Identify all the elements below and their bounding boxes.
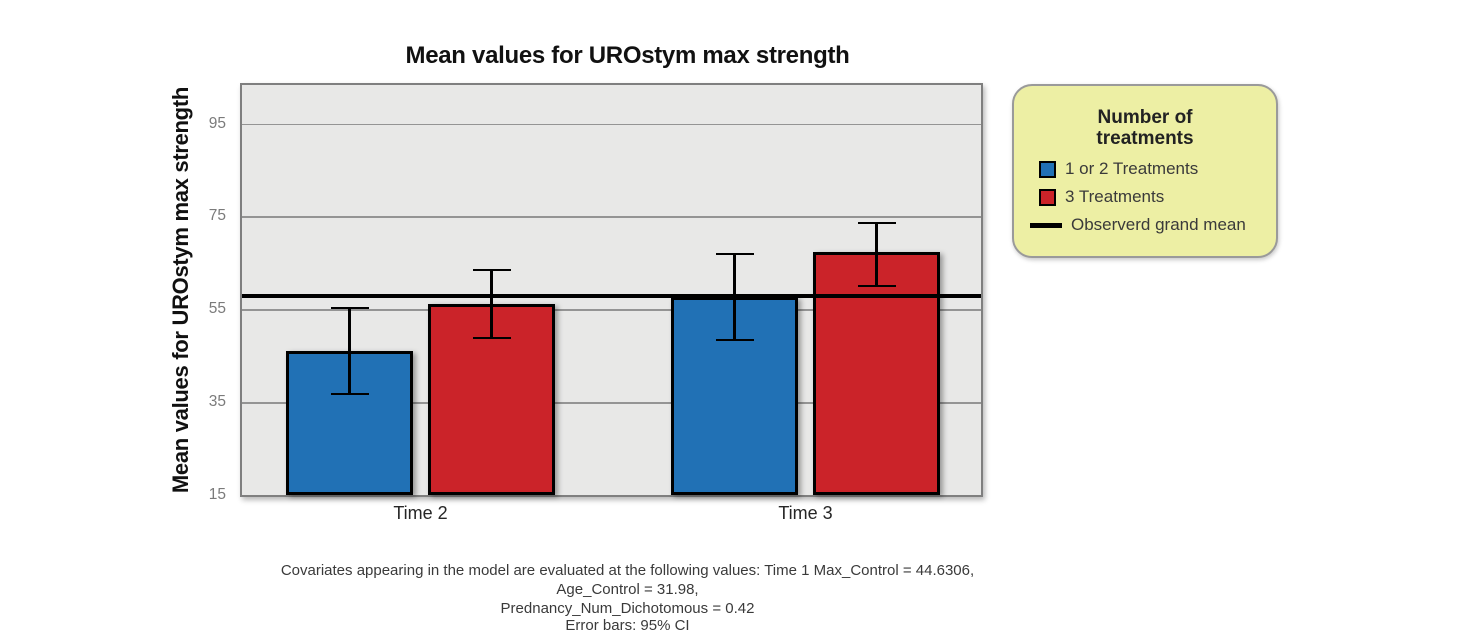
chart-title: Mean values for UROstym max strength xyxy=(405,42,850,69)
legend-items: 1 or 2 Treatments 3 Treatments Observerd g… xyxy=(1014,156,1276,238)
x-tick-label-time-3: Time 3 xyxy=(778,503,833,523)
grand-mean-line xyxy=(242,294,981,299)
gridline-75 xyxy=(242,216,981,218)
series-swatch xyxy=(1039,188,1056,206)
covariates-footnote: Covariates appearing in the model are ev… xyxy=(240,561,1015,618)
legend-item-3: Observerd grand mean xyxy=(1030,212,1276,238)
y-axis-tick-labels: 15 35 55 75 95 xyxy=(183,85,233,503)
bar-time-3-series-2 xyxy=(813,252,940,495)
y-tick-label-55: 55 xyxy=(208,300,226,318)
y-tick-label-35: 35 xyxy=(208,393,226,411)
y-tick-label-75: 75 xyxy=(208,207,226,225)
grand-mean-line-swatch xyxy=(1030,222,1062,228)
legend-item-1: 1 or 2 Treatments xyxy=(1039,156,1276,182)
legend-title-line1: Number of xyxy=(1097,107,1193,128)
error-bars-note: Error bars: 95% CI xyxy=(565,617,690,634)
legend-title: Number of treatments xyxy=(1014,107,1276,149)
error-bar-time-2-series-1 xyxy=(330,306,369,396)
plot-area xyxy=(240,83,983,497)
error-bar-time-2-series-2 xyxy=(472,268,511,340)
covariates-footnote-line1: Covariates appearing in the model are ev… xyxy=(280,562,975,598)
error-bar-time-3-series-2 xyxy=(857,221,896,288)
series-swatch xyxy=(1039,160,1056,178)
covariates-footnote-line2: Prednancy_Num_Dichotomous = 0.42 xyxy=(500,600,755,617)
gridline-95 xyxy=(242,123,981,126)
x-tick-label-time-2: Time 2 xyxy=(393,503,448,523)
legend-item-label: 1 or 2 Treatments xyxy=(1065,159,1199,178)
gridline-35 xyxy=(242,402,981,404)
legend-item-label: 3 Treatments xyxy=(1065,187,1165,206)
legend-title-line2: treatments xyxy=(1096,128,1194,149)
gridline-55 xyxy=(242,309,981,311)
y-tick-label-95: 95 xyxy=(208,114,226,132)
legend-item-label: Observerd grand mean xyxy=(1071,215,1246,234)
legend: Number of treatments 1 or 2 Treatments 3 … xyxy=(1012,84,1278,258)
legend-item-2: 3 Treatments xyxy=(1039,184,1276,210)
y-tick-label-15: 15 xyxy=(208,486,226,503)
